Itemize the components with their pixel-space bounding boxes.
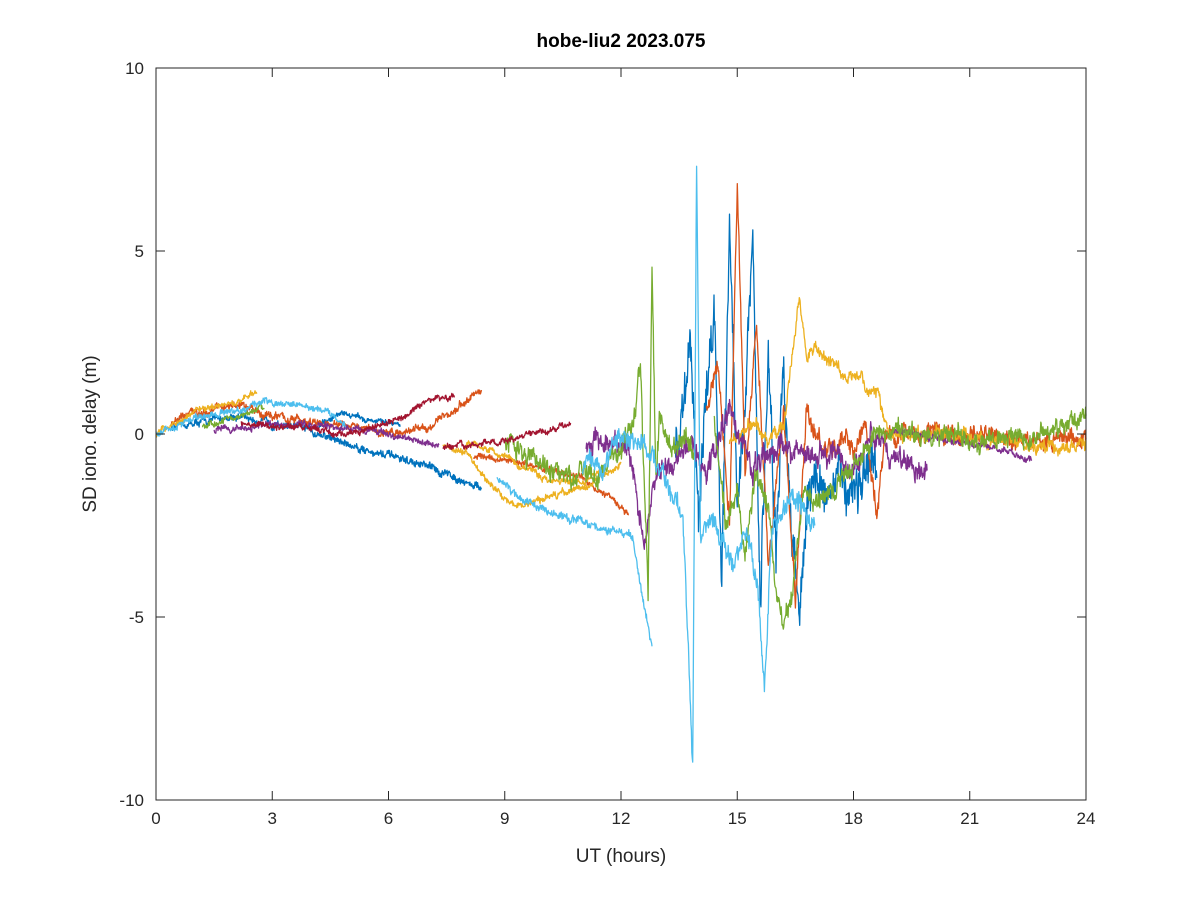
series-5-segment-3 [713,406,1087,630]
series-6-segment-1 [155,396,347,437]
tick-layer: 0 3 6 9 12 15 18 21 24 -10 -5 0 5 10 [119,59,1095,828]
x-tick-label: 3 [268,809,277,828]
series-7-segment-2 [442,421,572,451]
x-tick-label: 0 [151,809,160,828]
x-tick-label: 12 [612,809,631,828]
series-6 [155,165,816,763]
x-tick-label: 6 [384,809,393,828]
series-3-segment-2 [442,444,622,509]
series-layer [155,165,1087,763]
series-6-segment-3 [581,165,816,763]
series-4-segment-2 [585,398,928,550]
y-tick-label: 10 [125,59,144,78]
x-tick-label: 9 [500,809,509,828]
series-7-segment-1 [240,392,456,438]
x-tick-label: 15 [728,809,747,828]
y-tick-label: 5 [135,242,144,261]
x-tick-label: 18 [844,809,863,828]
y-tick-label: 0 [135,425,144,444]
x-tick-label: 21 [960,809,979,828]
x-axis-label: UT (hours) [576,846,666,867]
series-3-segment-3 [465,440,607,487]
series-6-segment-2 [496,477,653,647]
series-7 [240,392,572,451]
y-tick-label: -10 [119,791,144,810]
y-tick-label: -5 [129,608,144,627]
series-4-segment-1 [213,419,440,449]
chart-title: hobe-liu2 2023.075 [537,31,706,52]
series-3-segment-1 [155,390,258,438]
series-5-segment-1 [201,403,265,429]
y-axis-label: SD iono. delay (m) [80,355,101,512]
x-tick-label: 24 [1077,809,1096,828]
